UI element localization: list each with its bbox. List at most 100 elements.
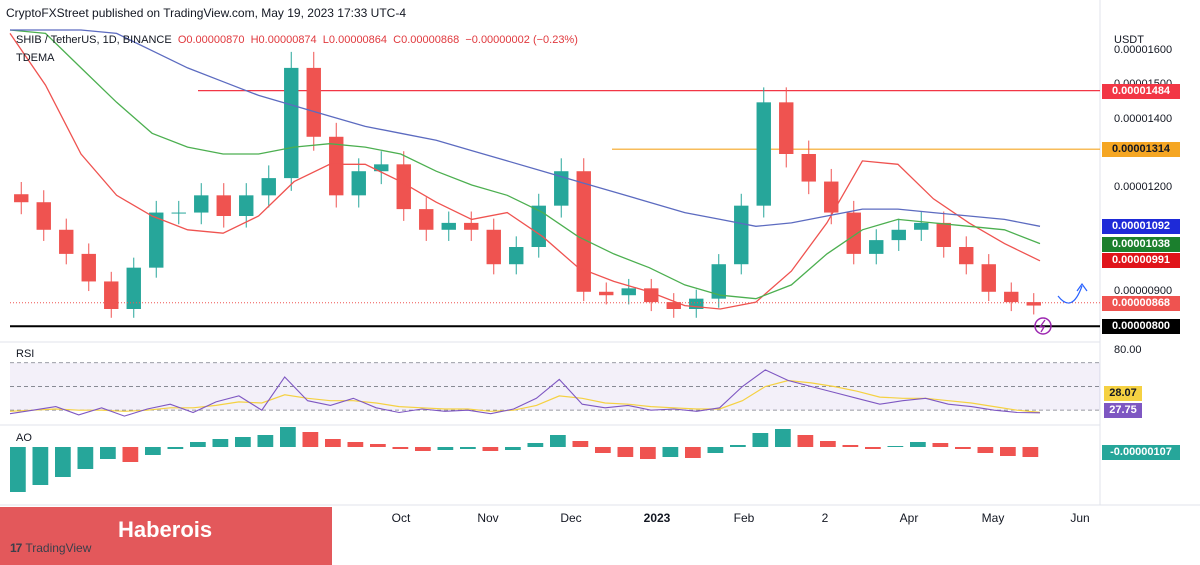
- candle-body: [734, 205, 749, 265]
- tradingview-brand: 17 TradingView: [10, 541, 91, 555]
- candle-body: [599, 291, 614, 296]
- ao-bar: [685, 447, 701, 458]
- candle-body: [284, 67, 299, 179]
- x-tick-label: Apr: [899, 511, 919, 525]
- brand-name: TradingView: [25, 541, 92, 555]
- ao-pane-label: AO: [16, 432, 32, 444]
- candle-body: [554, 171, 569, 206]
- ao-bar: [167, 447, 184, 449]
- ao-bar: [752, 433, 769, 447]
- ohlc-high: H0.00000874: [250, 34, 317, 46]
- candle-body: [36, 202, 51, 230]
- candle-body: [374, 164, 389, 172]
- candle-body: [779, 102, 794, 154]
- ao-bar: [325, 439, 341, 447]
- candle-body: [576, 171, 591, 292]
- y-tick-label: 0.00000900: [1114, 284, 1173, 297]
- candle-body: [239, 195, 254, 216]
- ao-bar: [595, 447, 611, 453]
- ao-bar: [932, 443, 949, 447]
- ao-bar: [572, 441, 589, 447]
- ao-bar: [10, 447, 26, 492]
- ao-bar: [415, 447, 431, 451]
- watermark-banner: Haberois 17 TradingView: [0, 507, 332, 565]
- arrow-head-icon: [1076, 282, 1088, 292]
- ao-bar: [280, 427, 296, 447]
- projection-arrow: [1057, 285, 1083, 304]
- ao-bar: [190, 442, 206, 447]
- ao-bar: [842, 445, 859, 447]
- ao-bar: [910, 442, 926, 447]
- candle-body: [711, 264, 726, 299]
- candle-body: [104, 281, 119, 309]
- ohlc-open: O0.00000870: [177, 34, 245, 46]
- ao-bar: [347, 442, 364, 447]
- candle-body: [666, 302, 681, 309]
- candle-body: [464, 222, 479, 230]
- candle-body: [261, 178, 276, 196]
- candle-body: [756, 102, 771, 206]
- ao-bar: [820, 441, 836, 447]
- candle-body: [891, 229, 906, 241]
- ao-bar: [977, 447, 994, 453]
- x-tick-label: 2: [821, 511, 829, 525]
- candle-body: [936, 222, 951, 247]
- ao-bar: [550, 435, 566, 447]
- ao-bar: [145, 447, 161, 455]
- candle-body: [486, 229, 501, 265]
- ema-line-1: [9, 29, 1041, 300]
- current-value-tag: 0.00000991: [1102, 253, 1180, 269]
- candle-body: [1026, 302, 1041, 306]
- ao-bar: [55, 447, 71, 477]
- y-tick-label: 0.00001200: [1114, 181, 1173, 194]
- candle-body: [396, 164, 411, 210]
- ao-bar: [527, 443, 544, 447]
- ao-bar: [32, 447, 49, 485]
- rsi-pane-label: RSI: [16, 348, 35, 360]
- axis-unit: USDT: [1114, 34, 1144, 46]
- rsi-ma-tag: 28.07: [1104, 386, 1142, 401]
- ao-bar: [1022, 447, 1039, 457]
- candle-body: [306, 67, 321, 137]
- x-tick-label: 2023: [643, 511, 671, 525]
- level-tag: 0.00001484: [1102, 83, 1180, 99]
- x-tick-label: May: [981, 511, 1005, 525]
- ao-value-tag: -0.00000107: [1102, 445, 1180, 460]
- ao-bar: [122, 447, 139, 462]
- ao-bar: [482, 447, 499, 451]
- candle-body: [14, 194, 29, 203]
- candle-body: [914, 222, 929, 230]
- ema-line-2: [10, 29, 1041, 227]
- y-tick-label: 0.00001600: [1114, 43, 1173, 56]
- current-value-tag: 0.00001092: [1102, 218, 1180, 234]
- ohlc-close: C0.00000868: [393, 34, 460, 46]
- lightning-icon: [1034, 317, 1052, 335]
- candle-body: [981, 264, 996, 292]
- candle-body: [149, 212, 164, 268]
- ao-bar: [707, 447, 724, 453]
- ao-bar: [392, 447, 409, 449]
- candle-body: [689, 298, 704, 309]
- level-tag: 0.00000800: [1102, 319, 1180, 335]
- x-tick-label: Oct: [391, 511, 411, 525]
- candle-body: [959, 247, 974, 265]
- ao-bar: [302, 432, 319, 447]
- ao-bar: [617, 447, 634, 457]
- candle-body: [126, 267, 141, 309]
- ao-bar: [505, 447, 521, 450]
- candle-body: [824, 181, 839, 213]
- candle-body: [419, 209, 434, 230]
- candle-body: [531, 205, 546, 247]
- candle-body: [329, 136, 344, 196]
- y-tick-label: 0.00001400: [1114, 112, 1173, 125]
- ohlc-low: L0.00000864: [322, 34, 388, 46]
- candle-body: [441, 222, 456, 230]
- x-tick-label: Nov: [477, 511, 499, 525]
- tradingview-logo-icon: 17: [10, 541, 22, 555]
- ao-bar: [437, 447, 454, 450]
- x-tick-label: Feb: [733, 511, 755, 525]
- candle-body: [801, 154, 816, 182]
- candle-body: [216, 195, 231, 216]
